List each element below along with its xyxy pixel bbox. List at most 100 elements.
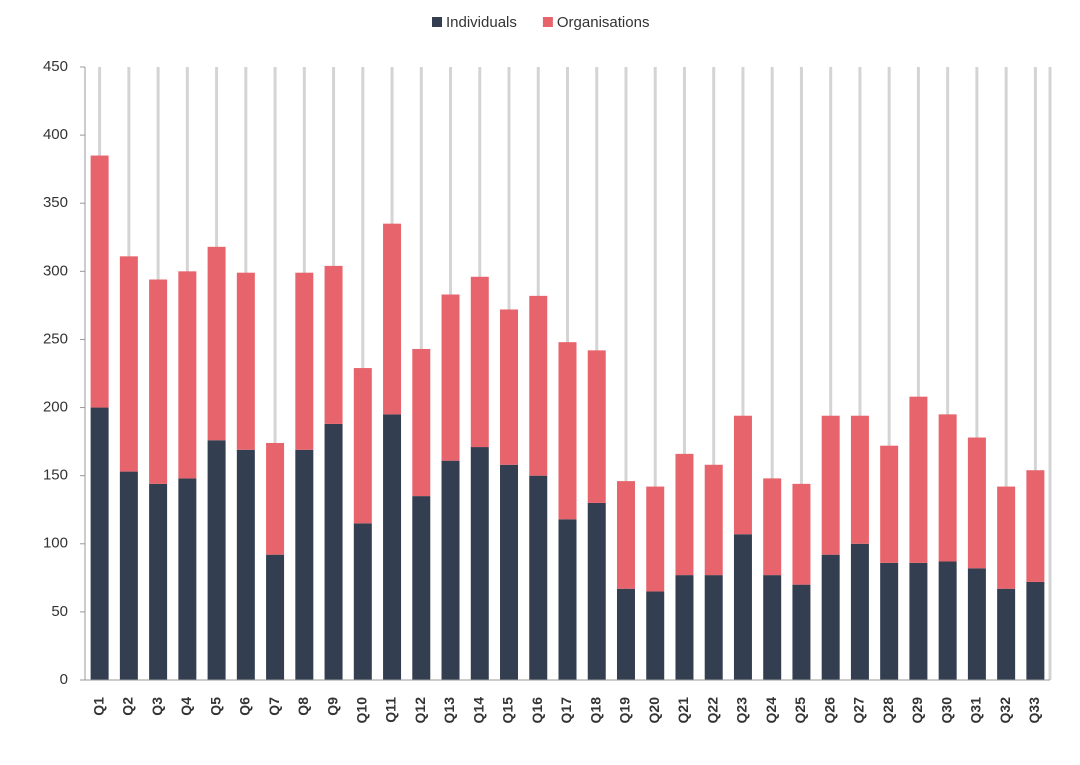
y-tick-label: 250	[43, 330, 68, 347]
bar-segment	[704, 464, 723, 576]
bar-segment	[880, 562, 899, 680]
bar-segment	[441, 460, 460, 680]
x-tick-label: Q11	[383, 697, 399, 723]
bar-segment	[500, 309, 519, 465]
bar-segment	[90, 155, 109, 408]
bar-segment	[149, 279, 168, 484]
y-tick-label: 50	[51, 603, 68, 620]
bar-segment	[266, 442, 285, 555]
bar-segment	[733, 415, 752, 535]
y-tick-label: 0	[60, 671, 68, 688]
bar-segment	[616, 588, 635, 680]
bar-segment	[704, 575, 723, 680]
y-tick-label: 200	[43, 399, 68, 416]
bar-segment	[412, 496, 431, 680]
bar-segment	[324, 423, 343, 680]
bar-segment	[529, 295, 548, 476]
bar-segment	[149, 483, 168, 680]
x-tick-label: Q7	[266, 697, 282, 716]
bar-segment	[236, 272, 255, 450]
bar-segment	[383, 414, 402, 680]
x-tick-label: Q3	[149, 697, 165, 716]
bar-segment	[792, 483, 811, 585]
legend-label: Individuals	[446, 14, 517, 31]
bar-segment	[295, 449, 314, 680]
x-tick-label: Q33	[1026, 697, 1042, 724]
bar-segment	[266, 554, 285, 680]
bar-segment	[558, 342, 577, 520]
bar-segment	[675, 575, 694, 680]
x-tick-label: Q29	[909, 697, 925, 724]
bar-segment	[470, 447, 489, 680]
bar-segment	[616, 481, 635, 589]
bar-segment	[646, 591, 665, 680]
x-tick-label: Q22	[704, 697, 720, 724]
x-tick-label: Q19	[617, 697, 633, 724]
x-tick-label: Q4	[178, 697, 194, 716]
x-tick-label: Q24	[763, 697, 779, 724]
bar-segment	[646, 486, 665, 592]
bar-segment	[763, 575, 782, 680]
bar-segment	[733, 534, 752, 680]
bar-segment	[997, 588, 1016, 680]
x-tick-label: Q16	[529, 697, 545, 724]
x-tick-label: Q21	[675, 697, 691, 724]
y-tick-label: 400	[43, 126, 68, 143]
bar-segment	[967, 568, 986, 680]
bar-segment	[1026, 581, 1045, 680]
bar-segment	[500, 464, 519, 680]
bar-segment	[821, 554, 840, 680]
bar-segment	[821, 415, 840, 555]
bar-segment	[938, 561, 957, 680]
bar-segment	[587, 502, 606, 680]
y-tick-label: 300	[43, 262, 68, 279]
y-tick-label: 150	[43, 467, 68, 484]
x-tick-label: Q10	[354, 697, 370, 724]
x-tick-label: Q15	[500, 697, 516, 724]
x-tick-label: Q27	[851, 697, 867, 724]
bar-segment	[470, 276, 489, 448]
x-tick-label: Q31	[968, 697, 984, 724]
legend-swatch	[432, 17, 442, 27]
x-tick-label: Q1	[90, 697, 106, 716]
x-tick-label: Q14	[470, 697, 486, 724]
x-tick-label: Q26	[821, 697, 837, 724]
bar-segment	[295, 272, 314, 450]
bar-segment	[353, 368, 372, 524]
bar-segment	[909, 562, 928, 680]
bar-segment	[90, 407, 109, 680]
bar-segment	[850, 543, 869, 680]
x-tick-label: Q9	[324, 697, 340, 716]
bar-segment	[967, 437, 986, 569]
x-tick-label: Q13	[441, 697, 457, 724]
x-tick-label: Q25	[792, 697, 808, 724]
bar-segment	[909, 396, 928, 563]
bar-segment	[441, 294, 460, 461]
x-tick-label: Q20	[646, 697, 662, 724]
bar-segment	[207, 246, 226, 441]
y-tick-label: 100	[43, 535, 68, 552]
bar-segment	[587, 350, 606, 503]
bar-segment	[850, 415, 869, 544]
bar-segment	[558, 519, 577, 680]
bar-segment	[119, 471, 138, 680]
bar-segment	[178, 478, 197, 680]
bar-segment	[792, 584, 811, 680]
legend-label: Organisations	[557, 14, 650, 31]
legend-swatch	[542, 17, 553, 27]
bar-segment	[324, 265, 343, 424]
x-tick-label: Q8	[295, 697, 311, 716]
bar-segment	[412, 348, 431, 497]
x-tick-label: Q23	[734, 697, 750, 724]
bar-segment	[119, 256, 138, 472]
x-tick-label: Q6	[237, 697, 253, 716]
bar-segment	[1026, 470, 1045, 582]
bar-segment	[178, 271, 197, 479]
bar-segment	[997, 486, 1016, 589]
x-tick-label: Q2	[120, 697, 136, 716]
x-tick-label: Q30	[938, 697, 954, 724]
bar-segment	[938, 414, 957, 562]
x-tick-label: Q18	[587, 697, 603, 724]
